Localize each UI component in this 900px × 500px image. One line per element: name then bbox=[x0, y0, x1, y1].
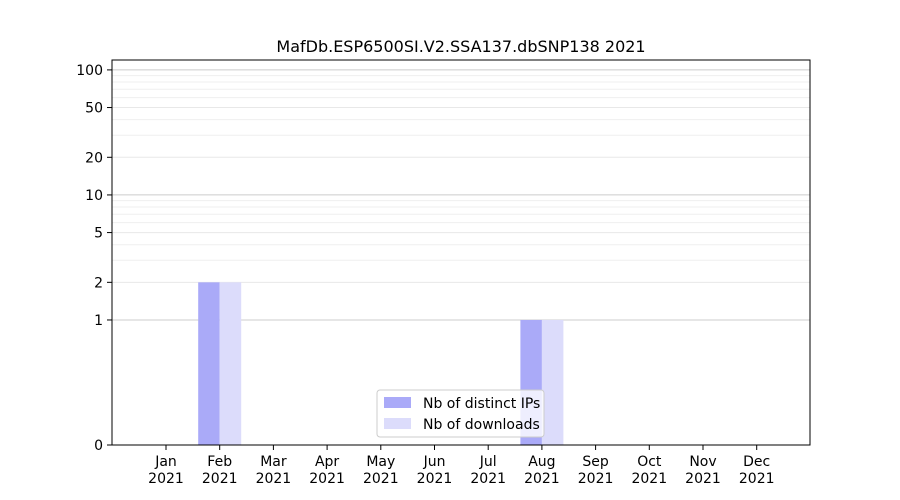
bar-distinct-ips bbox=[198, 282, 220, 445]
x-tick-label: May 2021 bbox=[363, 454, 399, 487]
y-tick-label: 20 bbox=[85, 150, 103, 166]
x-tick-label: Sep 2021 bbox=[578, 454, 614, 487]
x-tick-label: Jan 2021 bbox=[148, 454, 184, 487]
bar-downloads bbox=[219, 282, 242, 445]
y-axis: 0 1 2 5 10 20 50 100 bbox=[76, 63, 112, 454]
legend-label: Nb of distinct IPs bbox=[423, 396, 540, 412]
y-tick-label: 1 bbox=[94, 313, 103, 329]
chart-title: MafDb.ESP6500SI.V2.SSA137.dbSNP138 2021 bbox=[276, 37, 645, 56]
bar-downloads bbox=[541, 319, 564, 445]
x-tick-label: Jun 2021 bbox=[417, 454, 453, 487]
x-tick-label: Nov 2021 bbox=[685, 454, 721, 487]
x-tick-label: Dec 2021 bbox=[739, 454, 775, 487]
x-tick-label: Apr 2021 bbox=[309, 454, 345, 487]
y-tick-label: 50 bbox=[85, 101, 103, 117]
legend-swatch bbox=[384, 418, 411, 429]
x-tick-label: Feb 2021 bbox=[202, 454, 238, 487]
grid bbox=[112, 69, 810, 321]
y-tick-label: 5 bbox=[94, 226, 103, 242]
legend-label: Nb of downloads bbox=[423, 417, 540, 433]
x-tick-label: Oct 2021 bbox=[631, 454, 667, 487]
y-tick-label: 2 bbox=[94, 275, 103, 291]
x-tick-label: Aug 2021 bbox=[524, 454, 560, 487]
y-tick-label: 0 bbox=[94, 438, 103, 454]
legend: Nb of distinct IPs Nb of downloads bbox=[376, 389, 545, 438]
x-tick-label: Jul 2021 bbox=[470, 454, 506, 487]
legend-box bbox=[376, 389, 545, 438]
plot-frame bbox=[111, 59, 811, 446]
legend-swatch bbox=[384, 397, 411, 408]
x-axis: Jan 2021 Feb 2021 Mar 2021 Apr 2021 May 2021 Jun 20… bbox=[148, 445, 775, 487]
y-tick-label: 100 bbox=[76, 63, 103, 79]
x-tick-label: Mar 2021 bbox=[256, 454, 292, 487]
y-tick-label: 10 bbox=[85, 188, 103, 204]
